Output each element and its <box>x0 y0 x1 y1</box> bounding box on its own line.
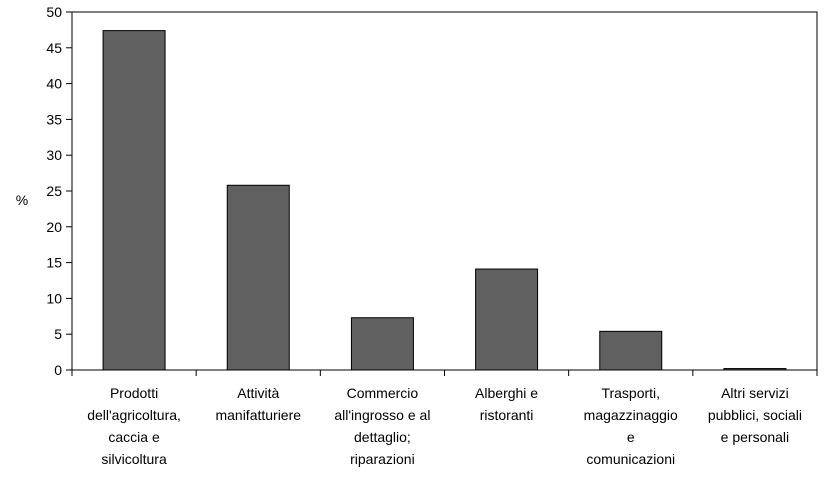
x-tick-label: Altri servizi pubblici, sociali e personal… <box>708 385 802 445</box>
x-tick-label-line: Commercio <box>347 385 419 401</box>
y-tick-label: 40 <box>46 76 62 92</box>
y-tick-label: 25 <box>46 183 62 199</box>
x-axis: Prodotti dell'agricoltura, caccia e silvico… <box>71 370 818 467</box>
bar <box>102 30 166 371</box>
x-tick-label-line: riparazioni <box>350 451 415 467</box>
x-tick-label: Commercio all'ingrosso e al dettaglio; ripa… <box>334 385 430 467</box>
bar <box>599 330 663 371</box>
x-tick-label-line: e personali <box>721 429 790 445</box>
x-tick-label-line: Alberghi e <box>475 385 538 401</box>
y-tick-label: 0 <box>54 362 62 378</box>
y-tick-label: 30 <box>46 147 62 163</box>
y-axis: 0 5 10 15 20 25 30 35 40 45 50 <box>46 4 72 378</box>
x-tick-label-line: magazzinaggio <box>584 407 678 423</box>
bar <box>475 268 539 371</box>
x-tick-label: Alberghi e ristoranti <box>475 385 538 423</box>
plot-frame <box>71 11 818 371</box>
x-tick-label: Attività manifatturiere <box>215 385 301 423</box>
x-tick-label: Prodotti dell'agricoltura, caccia e silvico… <box>87 385 181 467</box>
x-tick-label: Trasporti, magazzinaggio e comunicazioni <box>584 385 678 467</box>
y-tick-label: 20 <box>46 219 62 235</box>
x-tick-label-line: all'ingrosso e al <box>334 407 430 423</box>
x-tick-label-line: Attività <box>237 385 279 401</box>
x-tick-label-line: pubblici, sociali <box>708 407 802 423</box>
y-tick-label: 35 <box>46 111 62 127</box>
bar <box>350 317 414 371</box>
x-tick-label-line: Trasporti, <box>601 385 660 401</box>
y-tick-label: 50 <box>46 4 62 20</box>
y-tick-label: 15 <box>46 255 62 271</box>
bars <box>102 30 787 371</box>
y-tick-label: 45 <box>46 40 62 56</box>
x-tick-label-line: dettaglio; <box>354 429 411 445</box>
x-tick-label-line: caccia e <box>108 429 160 445</box>
x-tick-label-line: dell'agricoltura, <box>87 407 181 423</box>
y-tick-label: 10 <box>46 290 62 306</box>
x-tick-label-line: manifatturiere <box>215 407 301 423</box>
x-tick-label-line: e <box>627 429 635 445</box>
x-tick-label-line: Prodotti <box>110 385 158 401</box>
y-axis-label: % <box>16 192 28 208</box>
x-tick-label-line: ristoranti <box>480 407 534 423</box>
x-tick-label-line: comunicazioni <box>586 451 675 467</box>
x-tick-label-line: silvicoltura <box>101 451 167 467</box>
x-tick-label-line: Altri servizi <box>721 385 789 401</box>
y-tick-label: 5 <box>54 326 62 342</box>
bar <box>226 184 290 371</box>
